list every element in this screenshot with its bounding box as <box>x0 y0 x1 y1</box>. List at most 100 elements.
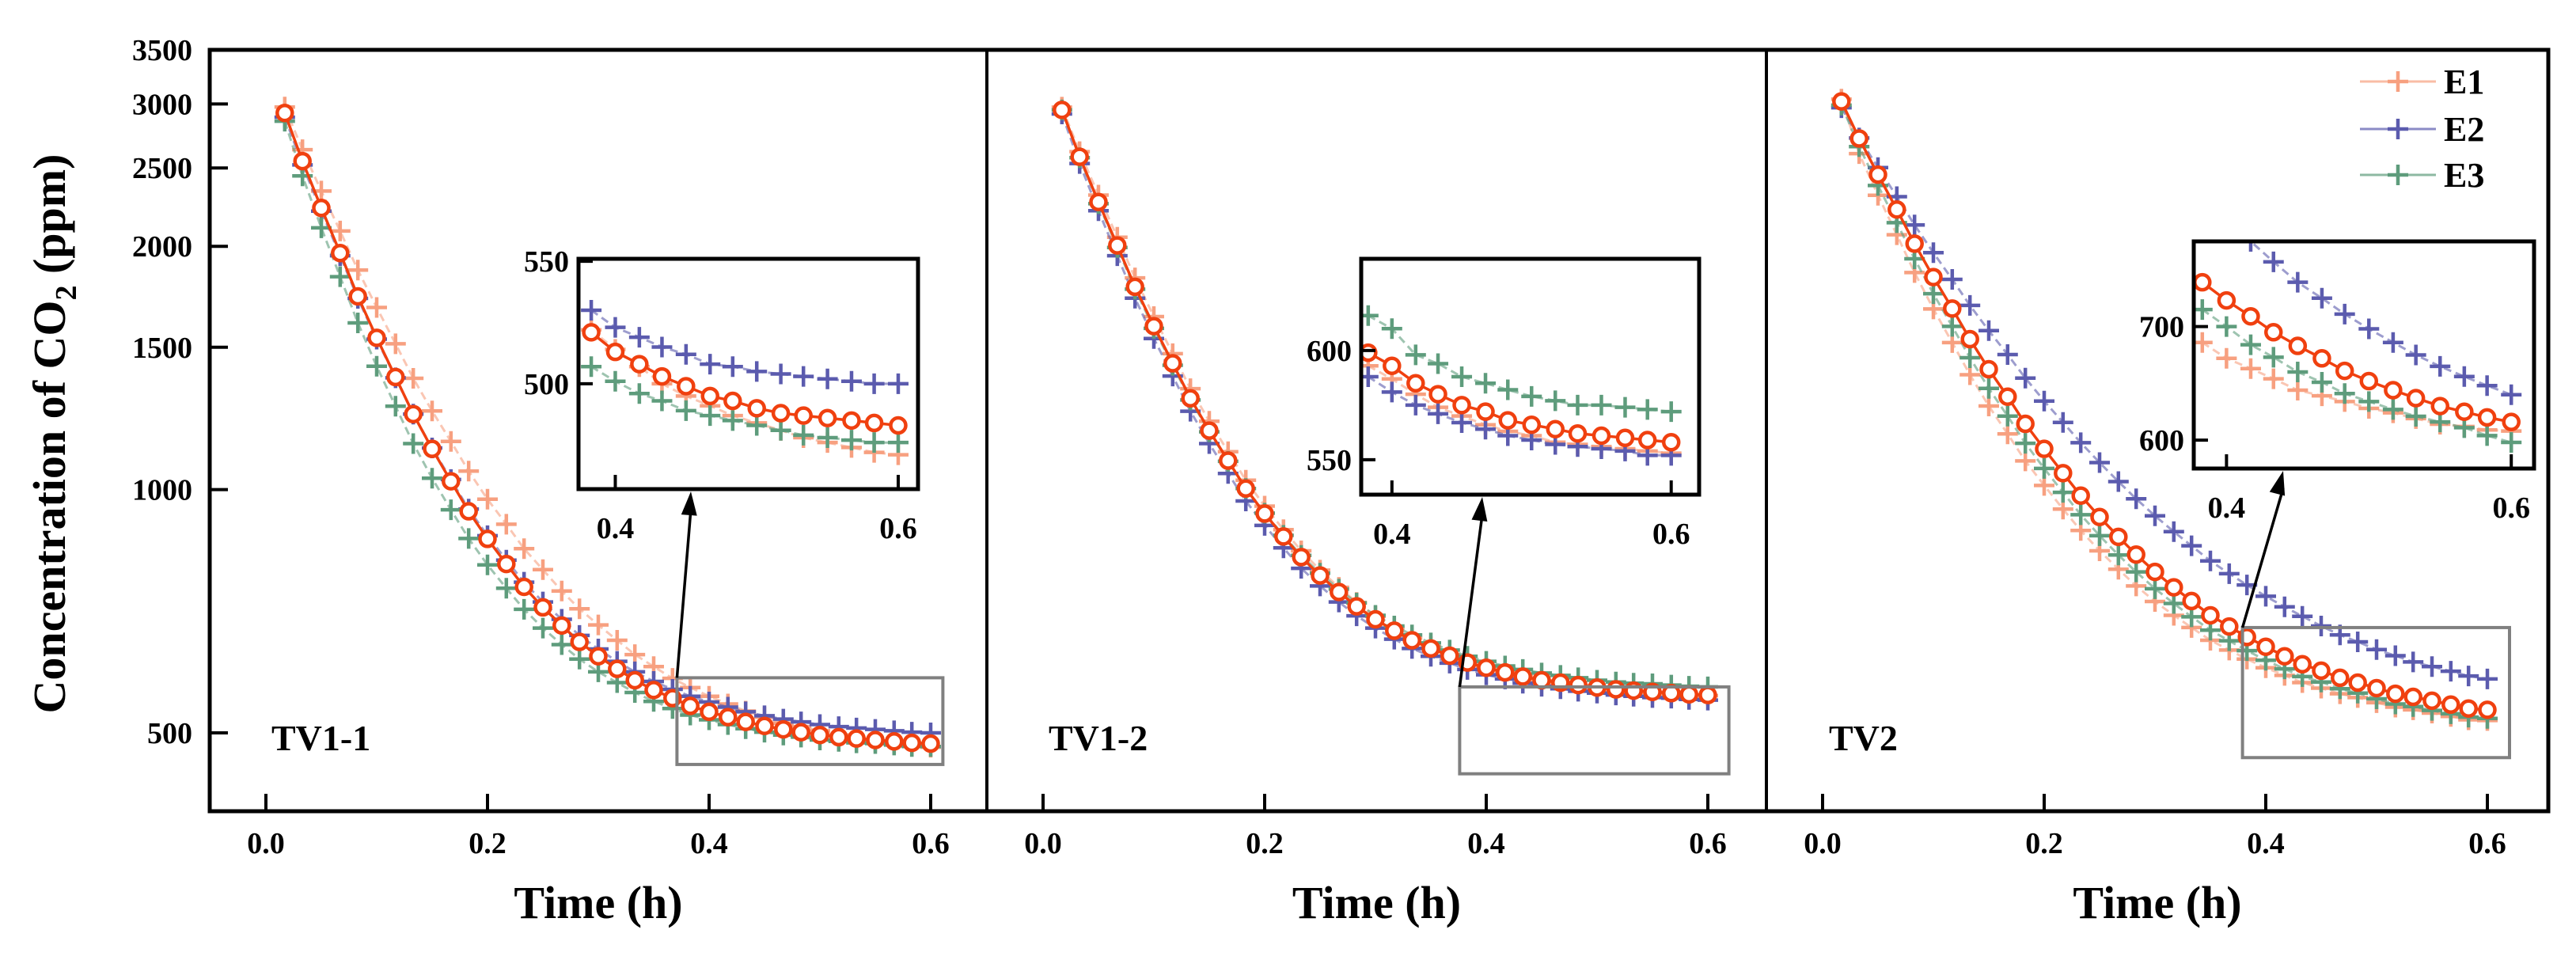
main-point-plus-e2 <box>2052 412 2073 433</box>
main-point-plus-e2 <box>2034 390 2054 412</box>
inset-point-plus-e2 <box>887 373 909 394</box>
inset-point-plus-e2 <box>1381 381 1402 403</box>
inset-series-e3 <box>581 356 909 453</box>
inset-point-plus-e3 <box>2358 391 2380 412</box>
main-point-circle-fit <box>681 696 700 715</box>
main-point-circle-fit <box>2403 687 2422 707</box>
main-point-circle-fit <box>2441 695 2460 715</box>
y-tick-label: 500 <box>147 717 192 750</box>
main-point-plus-e2 <box>1978 320 1999 341</box>
main-point-plus-e2 <box>2181 535 2202 556</box>
main-point-circle-fit <box>1053 101 1072 120</box>
inset-point-plus-e2 <box>2334 303 2355 324</box>
main-point-plus-e2 <box>2107 471 2129 492</box>
main-point-circle-fit <box>2126 545 2145 564</box>
inset-point-plus-e2 <box>863 373 885 394</box>
main-point-plus-e1 <box>458 461 480 482</box>
legend: E1 E2 E3 <box>2360 63 2484 195</box>
main-series-e3 <box>274 111 941 757</box>
inset-point-plus-e2 <box>840 370 862 392</box>
main-point-circle-fit <box>902 733 921 753</box>
main-point-plus-e2 <box>2477 668 2498 689</box>
x-tick-label: 0.6 <box>2468 827 2506 860</box>
inset-point-circle-fit <box>2384 381 2403 400</box>
main-point-circle-fit <box>386 367 405 387</box>
main-point-circle-fit <box>2275 647 2294 666</box>
main-point-plus-e3 <box>1960 347 1981 368</box>
x-axis-title: Time (h) <box>514 877 682 928</box>
main-point-circle-fit <box>2182 591 2201 611</box>
inset-series-e3 <box>1361 305 1682 423</box>
main-point-circle-fit <box>1163 354 1182 373</box>
inset-point-circle-fit <box>1615 428 1635 448</box>
inset-data <box>1361 305 1682 466</box>
main-line-e1 <box>1840 98 2488 722</box>
main-point-circle-fit <box>404 404 423 423</box>
main-point-plus-e2 <box>2126 488 2147 510</box>
zoom-region-box <box>2240 625 2512 760</box>
main-point-circle-fit <box>2071 486 2090 505</box>
inset-point-plus-e2 <box>746 361 768 382</box>
main-point-circle-fit <box>2367 678 2386 698</box>
inset-point-plus-e1 <box>2216 347 2237 369</box>
inset-point-plus-e3 <box>2405 405 2426 427</box>
inset-point-circle-fit <box>1428 385 1447 404</box>
inset-point-plus-e2 <box>700 354 721 375</box>
inset-point-plus-e2 <box>581 300 602 321</box>
main-point-circle-fit <box>533 598 552 617</box>
main-point-plus-e1 <box>385 333 406 355</box>
main-point-plus-e3 <box>366 355 387 377</box>
inset-point-plus-e3 <box>2382 399 2403 420</box>
inset-point-circle-fit <box>1522 415 1542 434</box>
main-point-plus-e2 <box>2255 586 2276 607</box>
inset-frame <box>576 256 920 491</box>
inset-point-plus-e3 <box>2240 334 2261 355</box>
inset-point-plus-e1 <box>2287 379 2309 400</box>
inset-plot: 0.4 0.6 500 550 <box>524 245 920 545</box>
inset-point-circle-fit <box>842 411 861 431</box>
main-point-plus-e1 <box>514 538 535 560</box>
main-point-circle-fit <box>1181 389 1200 408</box>
inset-background <box>579 259 918 489</box>
main-point-plus-e1 <box>606 629 628 651</box>
main-point-circle-fit <box>736 712 755 731</box>
main-point-plus-e3 <box>551 634 572 655</box>
main-point-circle-fit <box>1998 387 2017 406</box>
main-point-circle-fit <box>2459 699 2478 718</box>
inset-point-plus-e3 <box>581 356 602 378</box>
inset-point-plus-e3 <box>1428 353 1449 374</box>
main-point-circle-fit <box>293 151 312 171</box>
main-point-plus-e3 <box>2052 482 2073 503</box>
main-point-circle-fit <box>2090 507 2109 526</box>
inset-point-plus-e1 <box>2263 368 2284 389</box>
main-point-circle-fit <box>2109 527 2128 547</box>
main-point-plus-e2 <box>2440 661 2461 682</box>
main-point-circle-fit <box>2164 578 2183 597</box>
inset-point-plus-e3 <box>887 432 909 453</box>
main-point-plus-e1 <box>1997 423 2018 445</box>
main-point-plus-e2 <box>2366 639 2387 660</box>
main-point-plus-e1 <box>495 514 517 535</box>
inset-point-circle-fit <box>582 323 601 342</box>
main-point-plus-e3 <box>1978 378 1999 399</box>
inset-y-tick-label: 500 <box>524 368 569 401</box>
main-point-plus-e2 <box>2070 432 2092 453</box>
inset-x-tick-label: 0.4 <box>1373 518 1411 551</box>
main-point-plus-e2 <box>2274 596 2295 617</box>
main-point-circle-fit <box>367 328 386 347</box>
main-point-circle-fit <box>1513 667 1532 686</box>
inset-point-circle-fit <box>2477 408 2497 427</box>
inset-point-circle-fit <box>864 413 884 433</box>
main-point-circle-fit <box>1905 234 1924 253</box>
main-point-circle-fit <box>1679 685 1698 704</box>
main-point-circle-fit <box>2331 668 2350 688</box>
zoom-arrow-line <box>1458 514 1484 688</box>
main-point-circle-fit <box>1440 646 1459 666</box>
inset-point-plus-e3 <box>2311 371 2332 393</box>
inset-point-plus-e2 <box>770 363 791 385</box>
inset-point-plus-e3 <box>2476 425 2498 446</box>
main-point-circle-fit <box>514 577 533 597</box>
y-tick-label: 2500 <box>132 152 192 185</box>
y-tick-label: 3000 <box>132 88 192 121</box>
inset-point-plus-e3 <box>1660 401 1682 423</box>
